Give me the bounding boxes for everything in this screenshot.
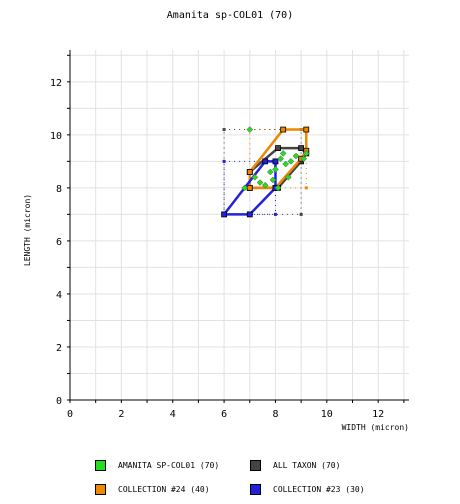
data-point (277, 155, 284, 163)
data-point (292, 152, 300, 160)
x-tick-label: 2 (118, 409, 124, 420)
data-point (261, 181, 269, 189)
y-tick-label: 10 (50, 131, 62, 142)
data-point (251, 173, 259, 181)
hull-vertex (303, 126, 310, 133)
grid (70, 50, 409, 400)
data-point (300, 155, 308, 163)
range-box-corner (299, 212, 303, 216)
data-point (287, 158, 295, 165)
x-axis-label: WIDTH (micron) (342, 423, 409, 432)
hull-vertex (280, 126, 287, 133)
data-point (256, 179, 264, 186)
y-tick-label: 6 (56, 237, 62, 248)
hulls (221, 126, 310, 218)
data-point (246, 126, 254, 133)
y-tick-label: 8 (56, 184, 62, 195)
range-boxes (222, 128, 308, 216)
axes (67, 50, 409, 403)
hull-vertex (246, 211, 253, 218)
hull-vertex (262, 158, 269, 165)
range-box-corner (222, 159, 226, 163)
hull-vertex (275, 145, 281, 152)
hull-vertex (246, 184, 253, 191)
hull-vertex (272, 158, 279, 165)
x-tick-label: 4 (170, 409, 176, 420)
y-tick-label: 4 (56, 290, 62, 301)
y-tick-label: 12 (50, 78, 62, 89)
y-tick-label: 2 (56, 343, 62, 354)
points (241, 126, 310, 192)
y-axis-label: LENGTH (micron) (23, 194, 32, 266)
y-tick-label: 0 (56, 396, 62, 407)
range-box-corner (222, 128, 226, 132)
range-box-corner (273, 212, 277, 216)
range-box-corner (304, 186, 308, 190)
data-point (279, 150, 287, 157)
hull-vertex (221, 211, 227, 218)
data-point (302, 150, 310, 157)
tick-labels: 0 2 4 6 8 10 12 0 2 4 6 8 10 12 (50, 78, 384, 420)
data-point (272, 165, 279, 173)
chart-title: Amanita sp-COL01 (70) (166, 10, 294, 21)
hull-vertex (298, 145, 305, 152)
x-tick-label: 12 (372, 409, 384, 420)
range-box (223, 129, 302, 215)
x-tick-label: 8 (272, 409, 278, 420)
data-point (269, 176, 277, 184)
data-point (274, 184, 282, 192)
data-point (241, 184, 248, 192)
x-tick-label: 0 (67, 409, 73, 420)
data-point (266, 168, 274, 176)
x-tick-label: 10 (321, 409, 333, 420)
x-tick-label: 6 (221, 409, 227, 420)
data-point (282, 160, 290, 168)
hull-polygon (222, 160, 277, 216)
hull-vertex (246, 169, 253, 175)
data-point (284, 173, 292, 181)
